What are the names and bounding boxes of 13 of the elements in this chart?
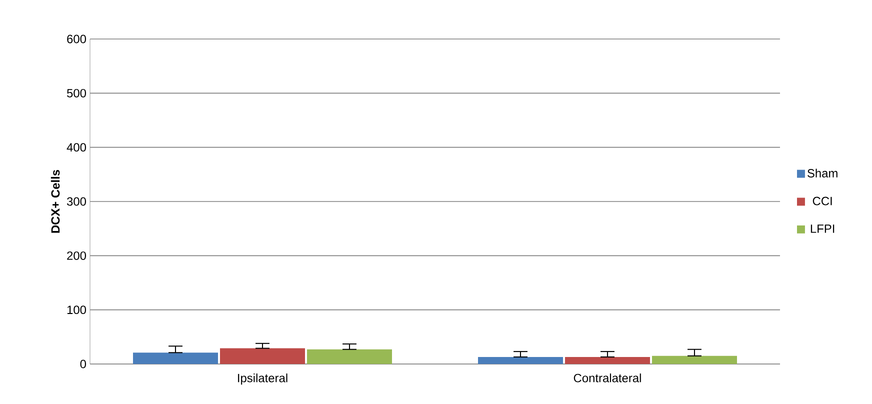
y-tick-label: 500 [67,88,86,98]
legend-label: CCI [812,196,832,206]
legend-label: LFPI [810,224,834,233]
y-tick-label: 200 [67,251,86,260]
y-tick-label: 400 [66,143,86,152]
y-tick-label: 100 [67,306,86,314]
y-axis-title: DCX+ Cells [50,170,60,233]
y-tick-label: 600 [67,34,86,44]
x-tick-label: Ipsilateral [238,374,288,385]
y-tick-label: 0 [80,360,86,368]
y-tick-label: 300 [66,197,86,206]
x-tick-label: Contralateral [574,374,641,382]
legend-label: Sham [808,168,838,178]
